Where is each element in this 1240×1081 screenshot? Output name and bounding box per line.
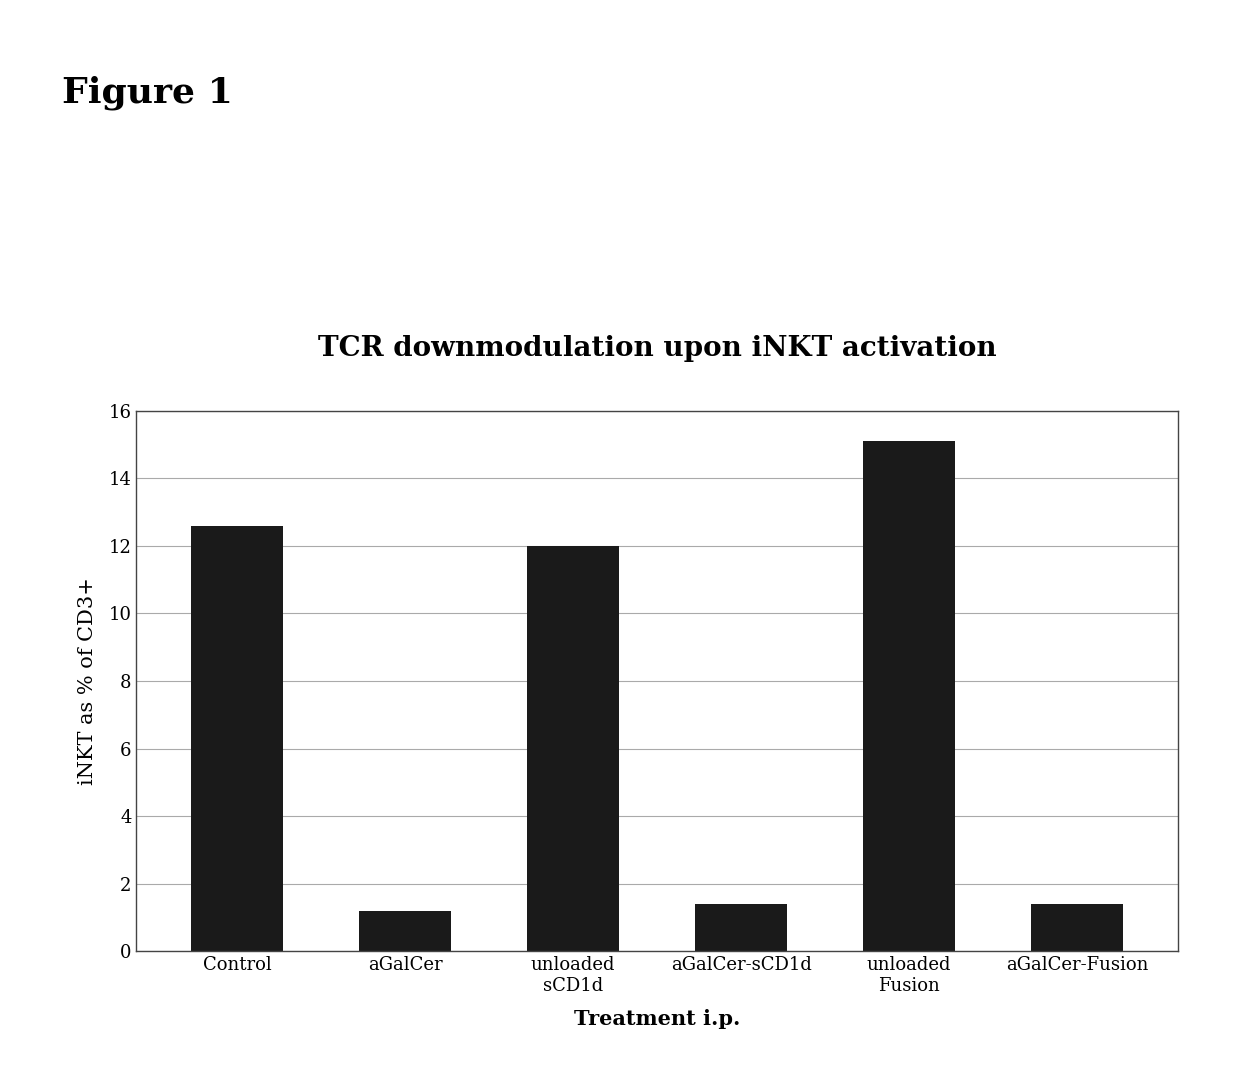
Bar	[191, 525, 284, 951]
Y-axis label: iNKT as % of CD3+: iNKT as % of CD3+	[78, 577, 98, 785]
Bar	[694, 904, 787, 951]
Text: TCR downmodulation upon iNKT activation: TCR downmodulation upon iNKT activation	[317, 335, 997, 362]
Bar	[360, 910, 451, 951]
Text: Figure 1: Figure 1	[62, 76, 233, 110]
Bar	[1030, 904, 1123, 951]
Bar	[527, 546, 620, 951]
X-axis label: Treatment i.p.: Treatment i.p.	[574, 1009, 740, 1029]
Bar	[863, 441, 955, 951]
